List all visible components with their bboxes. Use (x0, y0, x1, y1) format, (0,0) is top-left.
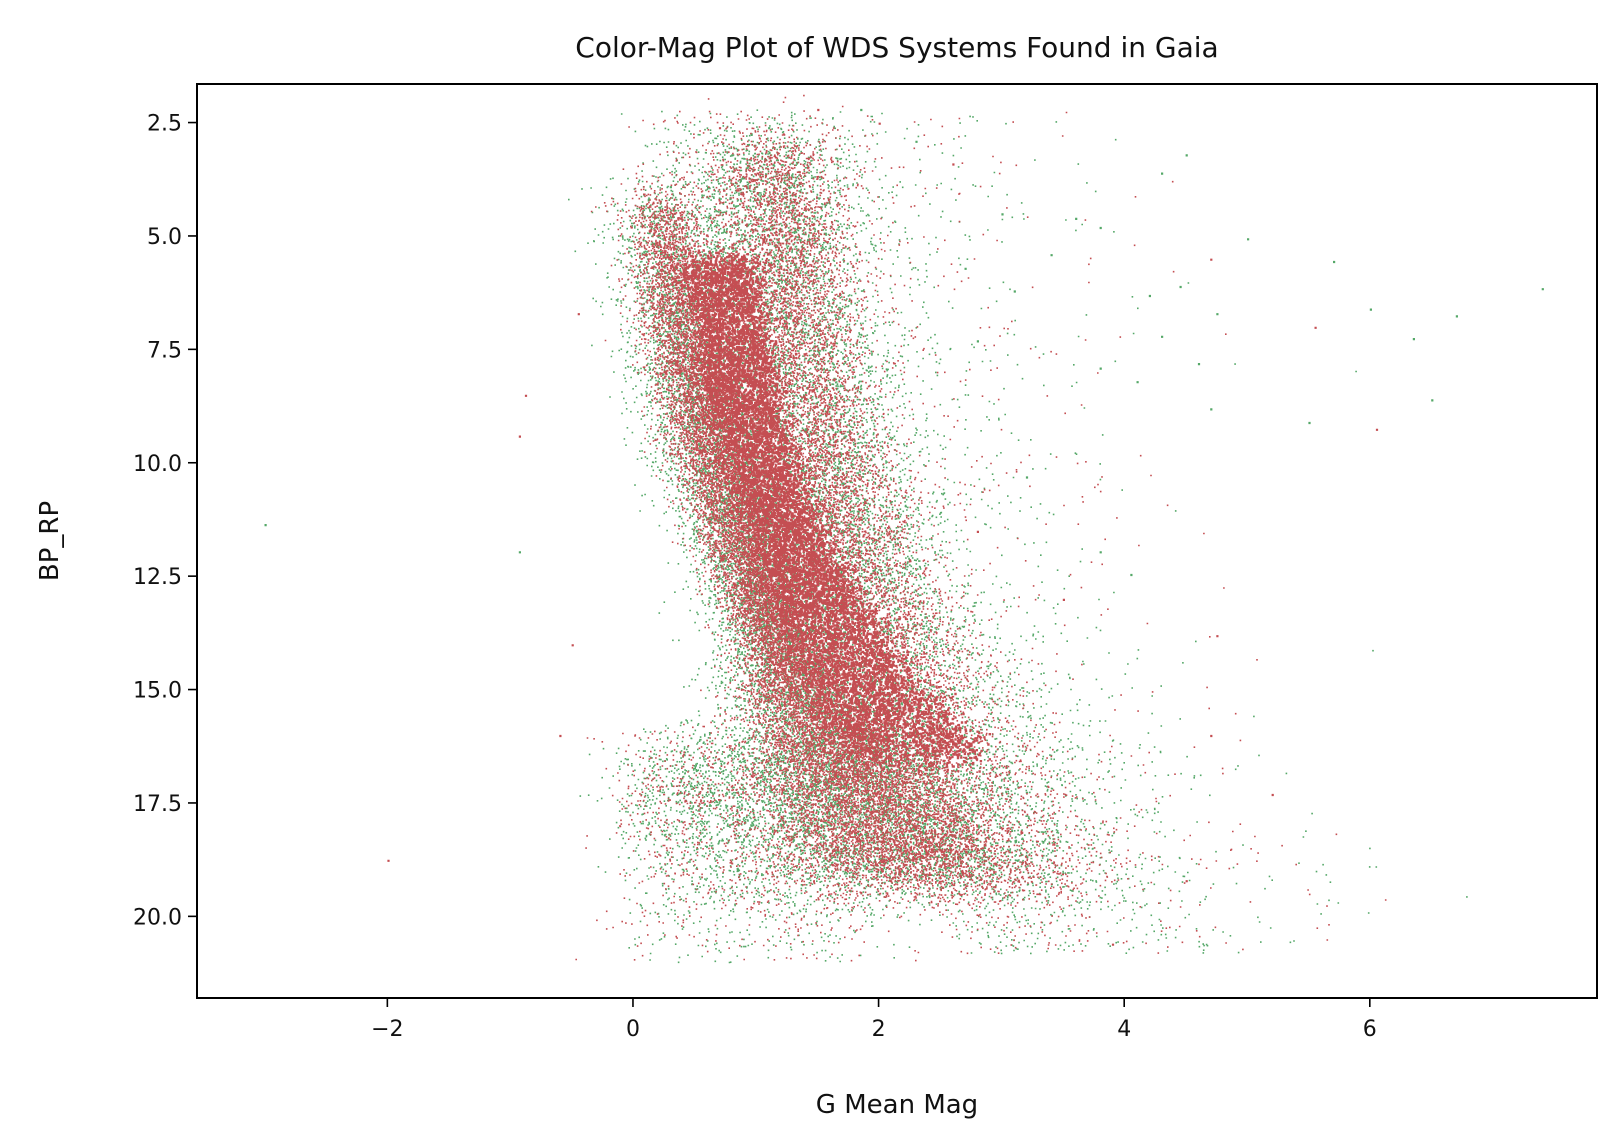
x-tick-label: 0 (626, 1017, 640, 1042)
y-axis-ticks: 2.5 5.0 7.5 10.0 12.5 15.0 17.5 20.0 (133, 112, 197, 930)
y-tick-label: 17.5 (133, 792, 182, 817)
data-points (264, 94, 1544, 964)
y-tick-label: 15.0 (133, 679, 182, 704)
y-tick-label: 2.5 (147, 112, 182, 137)
x-tick-label: −2 (371, 1017, 403, 1042)
y-tick-label: 10.0 (133, 452, 182, 477)
x-tick-label: 6 (1363, 1017, 1377, 1042)
chart-title: Color-Mag Plot of WDS Systems Found in G… (575, 31, 1218, 64)
x-axis-label: G Mean Mag (816, 1090, 978, 1120)
y-axis-label: BP_RP (35, 501, 65, 581)
red-series-points (387, 94, 1387, 962)
y-tick-label: 7.5 (147, 338, 182, 363)
x-axis-ticks: −2 0 2 4 6 (371, 998, 1377, 1042)
x-tick-label: 2 (872, 1017, 886, 1042)
plot-area-frame (196, 83, 1598, 999)
y-tick-label: 12.5 (133, 565, 182, 590)
y-tick-label: 5.0 (147, 225, 182, 250)
x-tick-label: 4 (1117, 1017, 1131, 1042)
y-tick-label: 20.0 (133, 905, 182, 930)
